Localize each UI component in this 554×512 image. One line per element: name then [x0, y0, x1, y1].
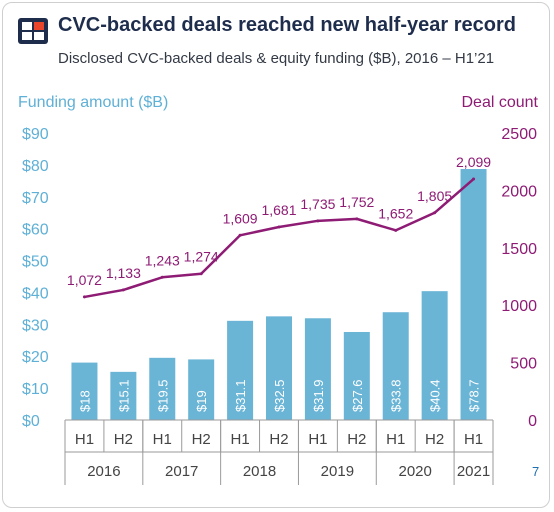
left-tick-label: $60 — [22, 222, 49, 239]
line-point — [277, 225, 281, 229]
page-number: 7 — [532, 464, 540, 479]
bar — [110, 371, 137, 420]
line-data-label: 1,735 — [300, 196, 335, 212]
left-axis-title: Funding amount ($B) — [18, 94, 169, 111]
bar — [149, 357, 176, 420]
line-point — [472, 177, 476, 181]
year-label: 2021 — [457, 463, 490, 480]
bar — [382, 312, 409, 420]
right-tick-label: 500 — [510, 356, 537, 373]
bar-data-label: $32.5 — [272, 379, 287, 412]
line-point — [355, 217, 359, 221]
line-point — [82, 295, 86, 299]
bar — [460, 169, 487, 420]
line-data-label: 1,652 — [378, 205, 413, 221]
left-tick-label: $80 — [22, 158, 49, 175]
x-tick-label: H2 — [347, 431, 366, 448]
chart-card — [2, 2, 550, 508]
left-tick-label: $50 — [22, 254, 49, 271]
bar-data-label: $33.8 — [389, 379, 404, 412]
x-tick-label: H1 — [308, 431, 327, 448]
line-data-label: 1,752 — [339, 194, 374, 210]
bar-data-label: $31.9 — [311, 379, 326, 412]
x-tick-label: H1 — [230, 431, 249, 448]
line-data-label: 1,243 — [145, 252, 180, 268]
right-axis-title: Deal count — [461, 94, 539, 111]
line-data-label: 1,681 — [261, 202, 296, 218]
line-data-label: 1,805 — [417, 188, 452, 204]
left-tick-label: $70 — [22, 190, 49, 207]
left-tick-label: $10 — [22, 381, 49, 398]
right-tick-label: 0 — [528, 413, 537, 430]
bar-data-label: $18 — [77, 390, 92, 412]
cb-logo-icon — [18, 18, 48, 44]
line-point — [121, 288, 125, 292]
bar-data-label: $31.1 — [233, 379, 248, 412]
left-tick-label: $40 — [22, 285, 49, 302]
bar-data-label: $19.5 — [155, 379, 170, 412]
year-label: 2018 — [243, 463, 276, 480]
x-tick-label: H1 — [153, 431, 172, 448]
year-label: 2017 — [165, 463, 198, 480]
line-point — [394, 228, 398, 232]
bar-data-label: $15.1 — [116, 379, 131, 412]
x-tick-label: H2 — [192, 431, 211, 448]
bar — [304, 318, 331, 420]
x-tick-label: H2 — [269, 431, 288, 448]
left-tick-label: $90 — [22, 126, 49, 143]
bar-data-label: $27.6 — [350, 379, 365, 412]
line-point — [316, 219, 320, 223]
year-label: 2019 — [321, 463, 354, 480]
deal-count-line — [84, 178, 475, 299]
right-tick-label: 2000 — [501, 183, 537, 200]
chart-subtitle: Disclosed CVC-backed deals & equity fund… — [58, 50, 495, 67]
right-tick-label: 2500 — [501, 126, 537, 143]
line-point — [199, 272, 203, 276]
line-data-label: 1,133 — [106, 265, 141, 281]
left-tick-label: $0 — [22, 413, 40, 430]
line-point — [433, 211, 437, 215]
left-tick-label: $20 — [22, 349, 49, 366]
year-label: 2016 — [87, 463, 120, 480]
line-point — [238, 233, 242, 237]
bar — [343, 331, 370, 420]
right-tick-label: 1500 — [501, 241, 537, 258]
line-data-label: 2,099 — [456, 154, 491, 170]
bar — [227, 320, 254, 420]
chart-title: CVC-backed deals reached new half-year r… — [58, 14, 516, 36]
line-data-label: 1,072 — [67, 272, 102, 288]
x-tick-label: H1 — [386, 431, 405, 448]
line-point — [160, 275, 164, 279]
bar — [421, 291, 448, 420]
bar-data-label: $40.4 — [428, 379, 443, 412]
left-tick-label: $30 — [22, 317, 49, 334]
line-data-label: 1,609 — [223, 210, 258, 226]
bar — [188, 359, 215, 420]
line-data-label: 1,274 — [184, 249, 219, 265]
bar — [266, 316, 292, 420]
bar-data-label: $78.7 — [467, 379, 482, 412]
x-tick-label: H1 — [75, 431, 94, 448]
bar-data-label: $19 — [194, 390, 209, 412]
x-tick-label: H2 — [114, 431, 133, 448]
x-tick-label: H2 — [425, 431, 444, 448]
year-label: 2020 — [398, 463, 431, 480]
bar — [71, 362, 98, 420]
x-tick-label: H1 — [464, 431, 483, 448]
right-tick-label: 1000 — [501, 298, 537, 315]
